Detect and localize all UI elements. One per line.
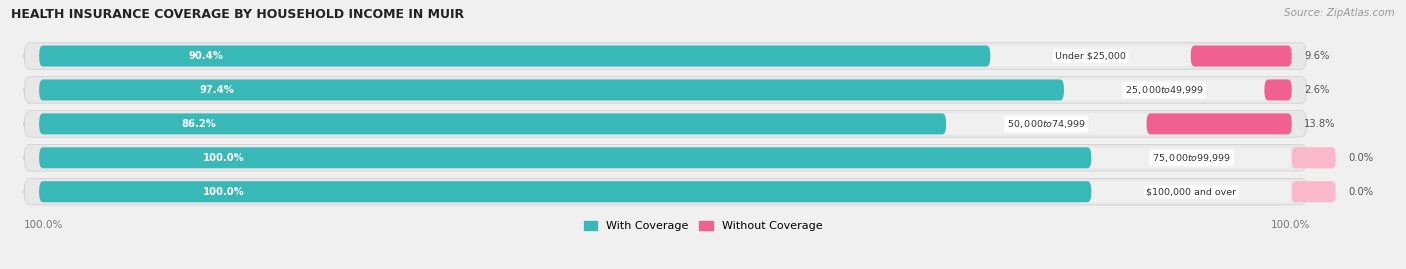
Text: 86.2%: 86.2% xyxy=(181,119,217,129)
Text: 100.0%: 100.0% xyxy=(1271,220,1310,229)
Text: 0.0%: 0.0% xyxy=(1348,187,1374,197)
FancyBboxPatch shape xyxy=(24,179,1306,205)
FancyBboxPatch shape xyxy=(39,147,1292,168)
Text: 100.0%: 100.0% xyxy=(204,153,245,163)
FancyBboxPatch shape xyxy=(24,77,1306,103)
FancyBboxPatch shape xyxy=(39,113,946,134)
Text: 2.6%: 2.6% xyxy=(1305,85,1330,95)
Text: 97.4%: 97.4% xyxy=(200,85,233,95)
Text: 100.0%: 100.0% xyxy=(204,187,245,197)
Text: 100.0%: 100.0% xyxy=(24,220,63,229)
Text: 90.4%: 90.4% xyxy=(188,51,224,61)
FancyBboxPatch shape xyxy=(1264,79,1292,101)
Legend: With Coverage, Without Coverage: With Coverage, Without Coverage xyxy=(579,216,827,236)
Text: $25,000 to $49,999: $25,000 to $49,999 xyxy=(1125,84,1204,96)
Text: 13.8%: 13.8% xyxy=(1305,119,1336,129)
FancyBboxPatch shape xyxy=(24,43,1306,69)
Text: $100,000 and over: $100,000 and over xyxy=(1146,187,1237,196)
FancyBboxPatch shape xyxy=(39,45,1292,66)
FancyBboxPatch shape xyxy=(39,147,1091,168)
FancyBboxPatch shape xyxy=(1292,147,1336,168)
FancyBboxPatch shape xyxy=(1292,181,1336,202)
Text: HEALTH INSURANCE COVERAGE BY HOUSEHOLD INCOME IN MUIR: HEALTH INSURANCE COVERAGE BY HOUSEHOLD I… xyxy=(11,8,464,21)
FancyBboxPatch shape xyxy=(39,113,1292,134)
Text: $50,000 to $74,999: $50,000 to $74,999 xyxy=(1007,118,1085,130)
FancyBboxPatch shape xyxy=(39,181,1292,202)
FancyBboxPatch shape xyxy=(24,111,1306,137)
FancyBboxPatch shape xyxy=(1191,45,1292,66)
Text: 9.6%: 9.6% xyxy=(1305,51,1330,61)
FancyBboxPatch shape xyxy=(39,79,1064,101)
FancyBboxPatch shape xyxy=(39,79,1292,101)
Text: $75,000 to $99,999: $75,000 to $99,999 xyxy=(1152,152,1232,164)
FancyBboxPatch shape xyxy=(39,45,990,66)
FancyBboxPatch shape xyxy=(24,144,1306,171)
FancyBboxPatch shape xyxy=(1146,113,1292,134)
FancyBboxPatch shape xyxy=(39,181,1091,202)
Text: 0.0%: 0.0% xyxy=(1348,153,1374,163)
Text: Source: ZipAtlas.com: Source: ZipAtlas.com xyxy=(1284,8,1395,18)
Text: Under $25,000: Under $25,000 xyxy=(1054,52,1126,61)
